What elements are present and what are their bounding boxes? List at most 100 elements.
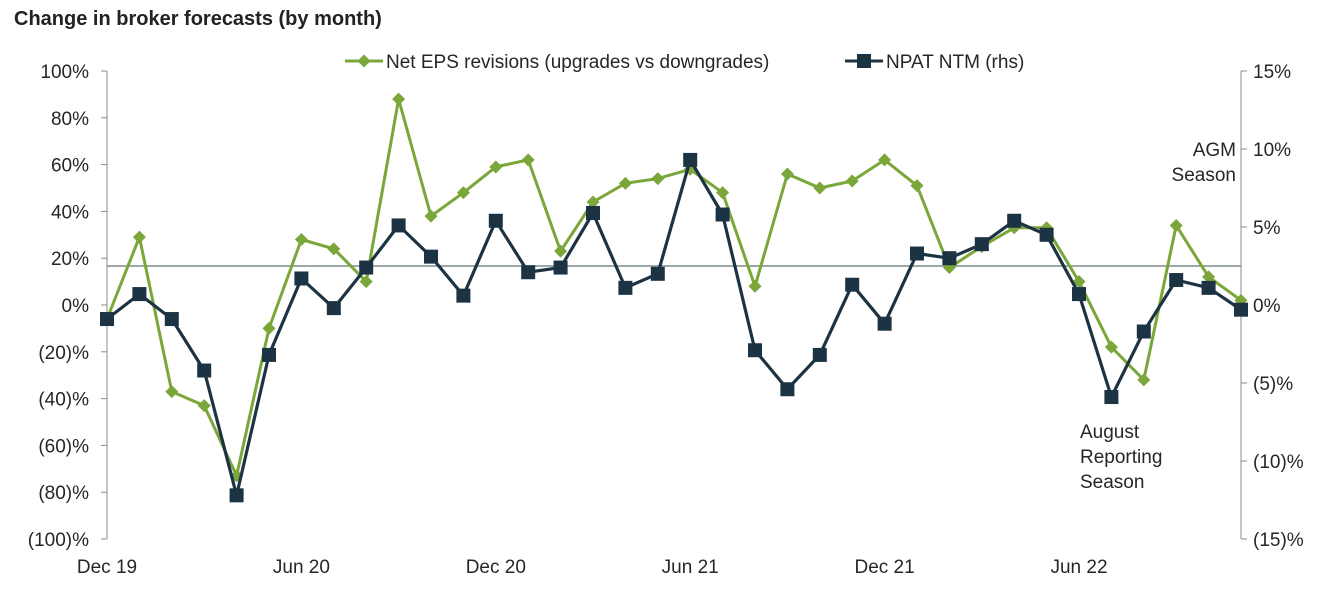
data-point-diamond bbox=[651, 172, 665, 186]
data-point-diamond bbox=[262, 321, 276, 335]
right-tick-label: (10)% bbox=[1253, 452, 1304, 473]
x-tick-label: Dec 21 bbox=[854, 557, 914, 578]
data-point-diamond bbox=[910, 179, 924, 193]
legend-label: Net EPS revisions (upgrades vs downgrade… bbox=[386, 52, 769, 73]
data-point-square bbox=[974, 237, 989, 252]
series-npat-ntm bbox=[100, 152, 1248, 503]
x-tick-label: Jun 20 bbox=[273, 557, 330, 578]
annotation-line: Reporting bbox=[1080, 447, 1162, 468]
data-point-diamond bbox=[359, 275, 373, 289]
data-point-square bbox=[1201, 280, 1216, 295]
data-point-diamond bbox=[294, 232, 308, 246]
left-tick-label: (100)% bbox=[28, 530, 89, 551]
annotation-line: August bbox=[1080, 422, 1140, 443]
chart-title: Change in broker forecasts (by month) bbox=[14, 8, 382, 30]
right-tick-label: 5% bbox=[1253, 218, 1281, 239]
series-line bbox=[106, 158, 1242, 497]
data-point-square bbox=[521, 265, 536, 280]
axes: (100)% (80)% (60)% (40)% (20)% 0% 20% 40% 60% 80%… bbox=[28, 62, 1304, 578]
data-point-diamond bbox=[586, 195, 600, 209]
right-tick-label: (5)% bbox=[1253, 374, 1293, 395]
annotation-agm-season: AGM Season bbox=[1172, 140, 1236, 186]
left-tick-label: 80% bbox=[51, 109, 89, 130]
data-point-diamond bbox=[327, 242, 341, 256]
data-point-square bbox=[1072, 287, 1086, 302]
left-tick-label: 20% bbox=[51, 249, 89, 270]
data-point-square bbox=[197, 363, 212, 378]
data-point-square bbox=[715, 207, 730, 222]
series-line bbox=[105, 97, 1242, 478]
data-point-diamond bbox=[1169, 218, 1183, 232]
left-tick-label: (60)% bbox=[38, 436, 89, 457]
data-point-square bbox=[100, 312, 114, 327]
data-point-diamond bbox=[1104, 340, 1118, 354]
data-point-diamond bbox=[780, 167, 794, 181]
left-tick-label: (80)% bbox=[38, 483, 89, 504]
legend-item: Net EPS revisions (upgrades vs downgrade… bbox=[345, 52, 769, 73]
data-point-square bbox=[1039, 227, 1054, 242]
data-point-diamond bbox=[748, 279, 762, 293]
data-point-square bbox=[294, 271, 309, 286]
x-tick-label: Jun 21 bbox=[662, 557, 719, 578]
right-tick-label: 15% bbox=[1253, 62, 1291, 83]
right-tick-label: (15)% bbox=[1253, 530, 1304, 551]
data-point-square bbox=[359, 260, 374, 275]
data-point-diamond bbox=[197, 399, 211, 413]
data-point-square bbox=[164, 312, 179, 327]
legend: Net EPS revisions (upgrades vs downgrade… bbox=[345, 52, 1024, 73]
data-point-square bbox=[683, 152, 698, 167]
annotations: AGM Season August Reporting Season bbox=[1080, 140, 1236, 493]
annotation-august-reporting-season: August Reporting Season bbox=[1080, 422, 1162, 493]
data-point-diamond bbox=[424, 209, 438, 223]
data-point-square bbox=[553, 260, 568, 275]
data-point-square bbox=[262, 347, 276, 362]
data-point-diamond bbox=[813, 181, 827, 195]
data-point-diamond bbox=[1137, 373, 1151, 387]
x-tick-label: Dec 19 bbox=[77, 557, 137, 578]
left-tick-label: 60% bbox=[51, 156, 89, 177]
left-tick-label: 100% bbox=[40, 62, 89, 83]
data-point-square bbox=[650, 266, 665, 281]
data-point-square bbox=[1007, 213, 1022, 228]
annotation-line: Season bbox=[1080, 472, 1144, 493]
series-layer bbox=[100, 92, 1248, 503]
legend-swatch-marker bbox=[357, 54, 371, 68]
data-point-square bbox=[1136, 324, 1151, 339]
data-point-square bbox=[942, 251, 957, 266]
data-point-diamond bbox=[165, 385, 179, 399]
left-tick-label: (40)% bbox=[38, 390, 89, 411]
right-tick-label: 0% bbox=[1253, 296, 1281, 317]
legend-swatch-marker bbox=[857, 54, 871, 68]
legend-label: NPAT NTM (rhs) bbox=[886, 52, 1024, 73]
data-point-square bbox=[1104, 390, 1119, 405]
data-point-square bbox=[456, 288, 471, 303]
data-point-diamond bbox=[716, 186, 730, 200]
data-point-square bbox=[780, 382, 795, 397]
data-point-diamond bbox=[456, 186, 470, 200]
data-point-diamond bbox=[132, 230, 146, 244]
data-point-diamond bbox=[618, 176, 632, 190]
data-point-square bbox=[877, 316, 892, 331]
data-point-square bbox=[812, 347, 827, 362]
left-tick-label: 0% bbox=[62, 296, 90, 317]
data-point-diamond bbox=[554, 244, 568, 258]
data-point-square bbox=[488, 213, 503, 228]
data-point-square bbox=[618, 280, 633, 295]
data-point-square bbox=[748, 343, 762, 358]
data-point-square bbox=[229, 488, 244, 503]
data-point-square bbox=[910, 246, 924, 261]
annotation-line: Season bbox=[1172, 165, 1236, 186]
x-tick-label: Dec 20 bbox=[466, 557, 526, 578]
data-point-diamond bbox=[489, 160, 503, 174]
annotation-line: AGM bbox=[1193, 140, 1236, 161]
data-point-square bbox=[1169, 273, 1184, 288]
left-tick-label: 40% bbox=[51, 202, 89, 223]
right-tick-label: 10% bbox=[1253, 140, 1291, 161]
data-point-square bbox=[586, 205, 600, 220]
data-point-square bbox=[391, 218, 406, 233]
data-point-square bbox=[132, 287, 147, 302]
data-point-diamond bbox=[392, 92, 406, 106]
data-point-diamond bbox=[521, 153, 535, 167]
data-point-diamond bbox=[1202, 270, 1216, 284]
